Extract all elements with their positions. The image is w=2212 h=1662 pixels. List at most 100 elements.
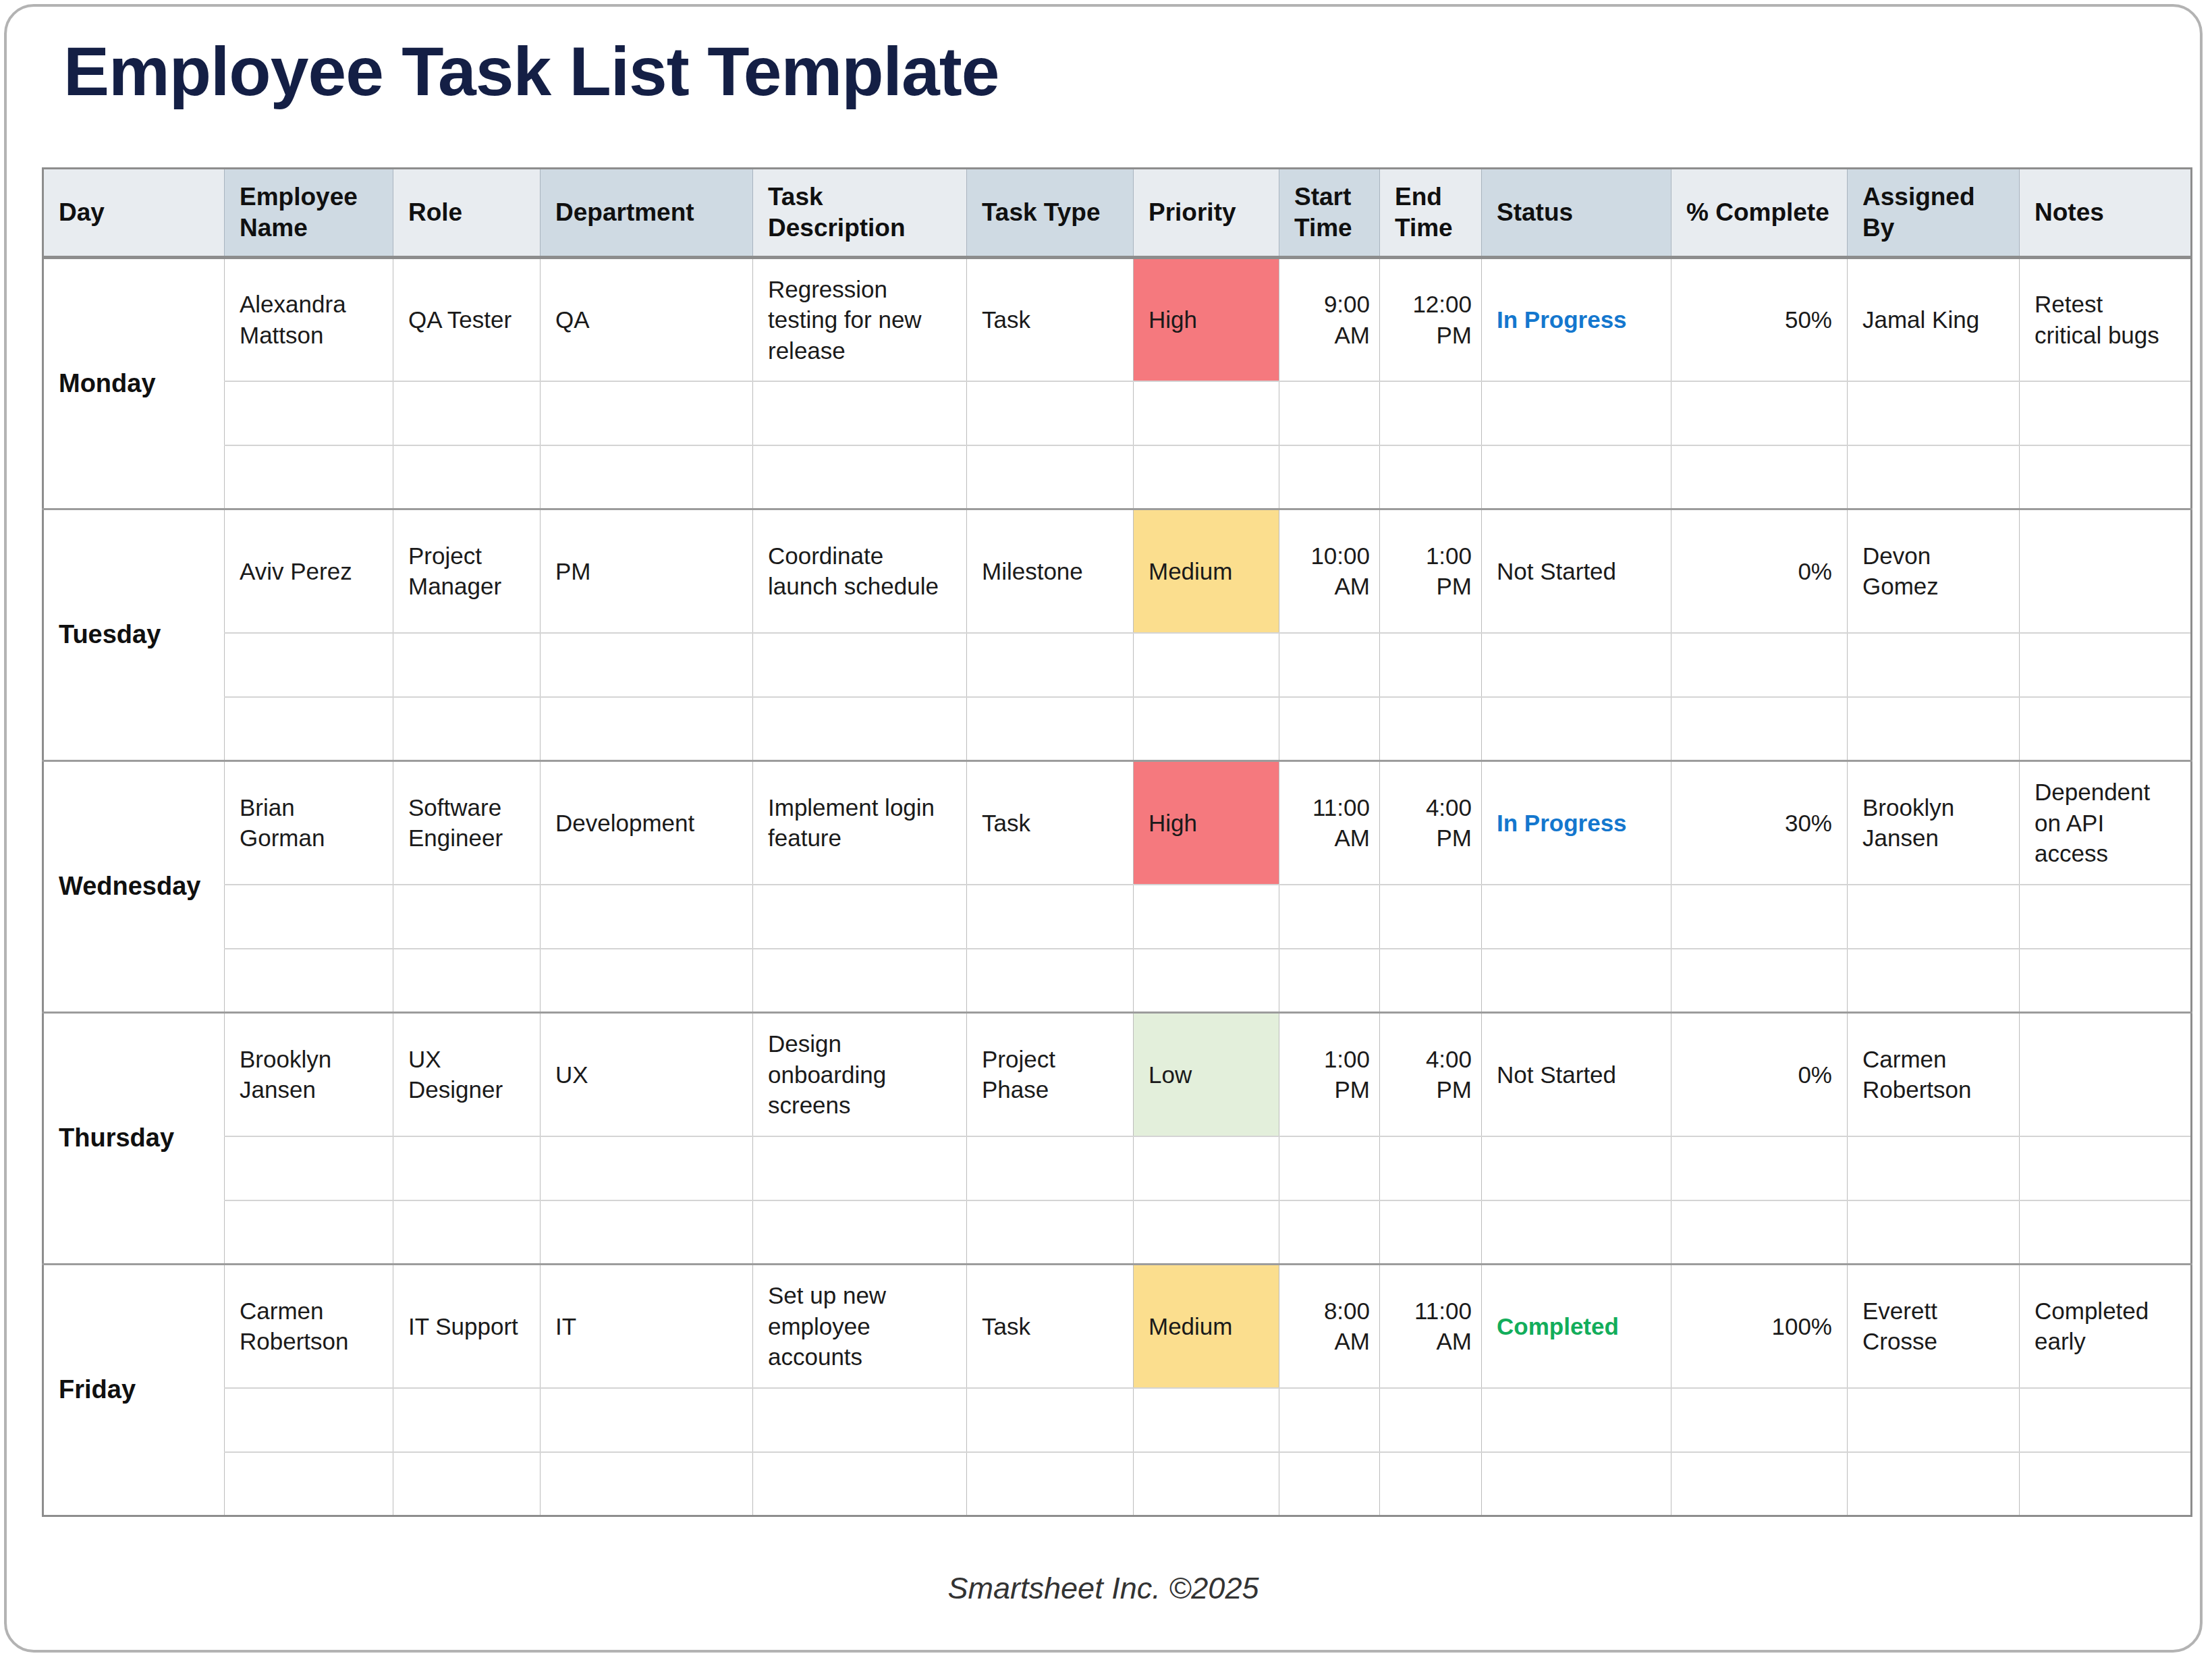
cell-notes: Dependent on API access: [2020, 761, 2192, 885]
empty-cell: [1848, 381, 2020, 445]
empty-cell: [967, 949, 1134, 1013]
empty-cell: [1279, 885, 1380, 949]
empty-cell: [1848, 697, 2020, 761]
empty-cell: [753, 949, 967, 1013]
empty-cell: [393, 445, 541, 509]
empty-row: [43, 949, 2192, 1013]
col-header-assigned-by: Assigned By: [1848, 169, 2020, 258]
empty-cell: [225, 381, 393, 445]
cell-priority: High: [1134, 258, 1279, 381]
empty-cell: [967, 445, 1134, 509]
col-header-notes: Notes: [2020, 169, 2192, 258]
cell-start-time: 9:00 AM: [1279, 258, 1380, 381]
cell-employee-name: Brooklyn Jansen: [225, 1013, 393, 1136]
empty-cell: [753, 633, 967, 697]
empty-cell: [541, 1200, 753, 1265]
cell-assigned-by: Devon Gomez: [1848, 509, 2020, 633]
cell-priority: Low: [1134, 1013, 1279, 1136]
empty-cell: [753, 1452, 967, 1516]
cell-status: In Progress: [1482, 258, 1671, 381]
empty-cell: [2020, 885, 2192, 949]
empty-cell: [1482, 949, 1671, 1013]
empty-cell: [1482, 633, 1671, 697]
empty-cell: [1671, 381, 1848, 445]
empty-cell: [1134, 949, 1279, 1013]
empty-cell: [753, 381, 967, 445]
empty-cell: [393, 1452, 541, 1516]
empty-cell: [967, 633, 1134, 697]
empty-cell: [541, 1136, 753, 1200]
empty-cell: [393, 381, 541, 445]
empty-cell: [541, 697, 753, 761]
cell-task-description: Regression testing for new release: [753, 258, 967, 381]
empty-cell: [753, 1136, 967, 1200]
cell-department: Development: [541, 761, 753, 885]
cell-end-time: 4:00 PM: [1380, 1013, 1482, 1136]
empty-row: [43, 885, 2192, 949]
empty-cell: [393, 1200, 541, 1265]
empty-cell: [1279, 381, 1380, 445]
empty-row: [43, 1388, 2192, 1452]
cell-percent-complete: 50%: [1671, 258, 1848, 381]
empty-cell: [753, 885, 967, 949]
empty-cell: [1134, 381, 1279, 445]
col-header-task-description: Task Description: [753, 169, 967, 258]
task-table: Day Employee Name Role Department Task D…: [42, 167, 2192, 1517]
empty-cell: [393, 885, 541, 949]
empty-cell: [225, 1136, 393, 1200]
empty-cell: [225, 1200, 393, 1265]
empty-cell: [1134, 1136, 1279, 1200]
empty-cell: [1279, 1388, 1380, 1452]
cell-start-time: 1:00 PM: [1279, 1013, 1380, 1136]
empty-cell: [225, 445, 393, 509]
col-header-percent-complete: % Complete: [1671, 169, 1848, 258]
cell-percent-complete: 0%: [1671, 509, 1848, 633]
cell-task-type: Task: [967, 258, 1134, 381]
empty-cell: [2020, 949, 2192, 1013]
empty-cell: [1279, 445, 1380, 509]
col-header-employee-name: Employee Name: [225, 169, 393, 258]
empty-cell: [1482, 1200, 1671, 1265]
empty-cell: [1482, 381, 1671, 445]
empty-cell: [1848, 445, 2020, 509]
empty-cell: [1380, 445, 1482, 509]
empty-cell: [541, 1452, 753, 1516]
empty-cell: [1482, 1452, 1671, 1516]
col-header-department: Department: [541, 169, 753, 258]
task-row-thursday: Thursday Brooklyn Jansen UX Designer UX …: [43, 1013, 2192, 1136]
empty-cell: [1482, 885, 1671, 949]
empty-cell: [1671, 1136, 1848, 1200]
cell-status: Not Started: [1482, 509, 1671, 633]
empty-cell: [2020, 1388, 2192, 1452]
task-row-friday: Friday Carmen Robertson IT Support IT Se…: [43, 1265, 2192, 1388]
empty-cell: [1380, 1452, 1482, 1516]
empty-row: [43, 1136, 2192, 1200]
day-label: Thursday: [43, 1013, 225, 1265]
empty-row: [43, 697, 2192, 761]
cell-employee-name: Carmen Robertson: [225, 1265, 393, 1388]
empty-row: [43, 445, 2192, 509]
empty-cell: [1380, 697, 1482, 761]
empty-cell: [1482, 697, 1671, 761]
empty-cell: [1279, 1200, 1380, 1265]
cell-percent-complete: 0%: [1671, 1013, 1848, 1136]
empty-cell: [1671, 949, 1848, 1013]
task-row-wednesday: Wednesday Brian Gorman Software Engineer…: [43, 761, 2192, 885]
empty-cell: [1848, 949, 2020, 1013]
empty-cell: [541, 445, 753, 509]
page-title: Employee Task List Template: [63, 32, 999, 111]
empty-cell: [225, 697, 393, 761]
empty-cell: [753, 697, 967, 761]
empty-cell: [967, 381, 1134, 445]
cell-start-time: 8:00 AM: [1279, 1265, 1380, 1388]
empty-cell: [1482, 1136, 1671, 1200]
empty-row: [43, 633, 2192, 697]
empty-cell: [967, 1136, 1134, 1200]
day-label: Friday: [43, 1265, 225, 1516]
empty-cell: [541, 1388, 753, 1452]
col-header-role: Role: [393, 169, 541, 258]
empty-cell: [225, 949, 393, 1013]
cell-priority: High: [1134, 761, 1279, 885]
cell-end-time: 4:00 PM: [1380, 761, 1482, 885]
cell-assigned-by: Carmen Robertson: [1848, 1013, 2020, 1136]
